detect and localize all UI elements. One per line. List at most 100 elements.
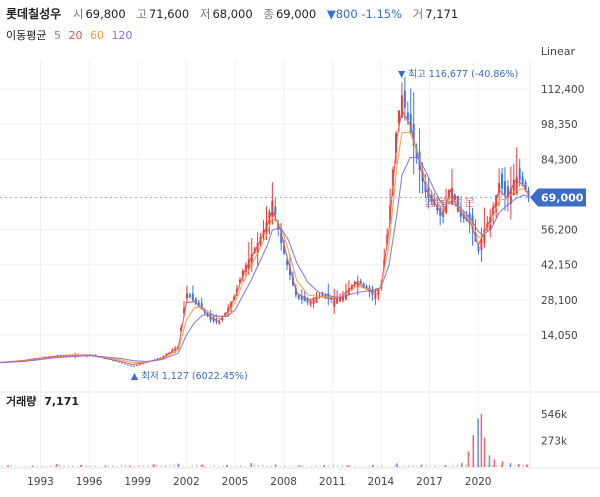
candle-body [309, 300, 312, 305]
volume-bar [527, 464, 529, 467]
candle-body [247, 259, 250, 270]
ma-120-line [0, 156, 529, 364]
volume-bar [301, 465, 304, 467]
x-tick-label: 2005 [222, 476, 249, 488]
low-label: 저 [199, 7, 211, 21]
volume-bar [430, 466, 432, 467]
candle-body [112, 360, 115, 362]
candle-body [127, 364, 130, 366]
volume-bar [354, 465, 357, 467]
candle-body [321, 294, 324, 297]
moving-average-legend[interactable]: 이동평균 5 20 60 120 [6, 28, 136, 44]
candle-body [377, 289, 380, 295]
candle-body [333, 299, 336, 307]
volume-bar [23, 466, 25, 467]
volume-bar [472, 434, 475, 467]
volume-bar [116, 466, 118, 467]
y-tick-label: 14,050 [541, 330, 578, 342]
candle-body [509, 189, 512, 205]
volume-bar [315, 465, 317, 467]
candle-body [238, 279, 241, 283]
candle-body [453, 194, 456, 200]
open-value: 69,800 [85, 7, 126, 21]
x-tick-label: 2017 [416, 476, 443, 488]
watermark-glyph: 분 [464, 195, 475, 209]
watermark-glyph: 본 [436, 195, 447, 209]
candle-body [289, 267, 292, 276]
volume-bar [487, 464, 489, 467]
candle-body [274, 206, 277, 215]
candle-body [138, 364, 141, 366]
volume-bar [1, 465, 3, 467]
volume-bar [328, 465, 330, 467]
volume-bar [72, 465, 74, 467]
candle-body [327, 293, 330, 299]
volume-bar [478, 465, 480, 467]
volume-bar [187, 466, 189, 467]
volume-label: 거 [412, 7, 424, 21]
candle-body [512, 180, 515, 195]
change-value: 800 [335, 7, 358, 21]
candle-body [324, 294, 327, 298]
candle-body [397, 110, 400, 124]
volume-bar [407, 465, 410, 467]
volume-bar [275, 465, 277, 467]
volume-bar [156, 465, 158, 467]
volume-bar [231, 466, 233, 467]
candle-body [415, 148, 418, 159]
volume-bar [63, 465, 65, 467]
ma-60-line [0, 131, 529, 364]
volume-value: 7,171 [425, 7, 459, 21]
volume-bar [310, 466, 312, 467]
x-tick-label: 2020 [465, 476, 492, 488]
volume-bar [147, 465, 149, 467]
candle-body [283, 245, 286, 254]
volume-bar [493, 459, 496, 467]
volume-bar [138, 465, 140, 467]
volume-bar [465, 464, 467, 467]
candle-body [336, 298, 339, 304]
candle-body [515, 176, 518, 194]
candle-body [286, 260, 289, 265]
volume-bar [299, 465, 301, 467]
volume-bar [128, 466, 131, 467]
candle-body [483, 229, 486, 244]
x-tick-label: 2014 [368, 476, 395, 488]
candle-body [303, 296, 306, 302]
candle-body [353, 282, 356, 286]
volume-bar [250, 463, 253, 467]
candle-body [480, 239, 483, 250]
volume-bar [279, 466, 282, 467]
volume-bar [67, 465, 70, 467]
volume-bar [297, 464, 299, 467]
close-label: 종 [263, 7, 274, 21]
candle-body [445, 203, 448, 214]
volume-bar [525, 464, 528, 467]
volume-bar [488, 455, 491, 467]
scale-selector[interactable]: Linear [540, 45, 575, 58]
candle-body [403, 90, 406, 108]
volume-bar [517, 464, 520, 467]
candle-body [300, 296, 303, 300]
ma-legend-label: 이동평균 [6, 29, 47, 42]
volume-bar [201, 464, 204, 467]
volume-bar [460, 465, 463, 467]
volume-bar [347, 465, 350, 467]
max-price-annotation: ▼ 최고 116,677 (-40.86%) [398, 69, 518, 80]
volume-bar [372, 465, 374, 467]
volume-bar [293, 466, 295, 467]
volume-bar [483, 465, 485, 467]
candle-body [427, 185, 430, 198]
volume-bar [31, 465, 34, 467]
current-price-tag [530, 188, 586, 207]
volume-bar [467, 451, 470, 467]
volume-bar [244, 466, 246, 467]
volume-bar [50, 465, 52, 467]
watermark-glyph: 합 [424, 195, 435, 209]
volume-bar [477, 418, 479, 467]
volume-bar [10, 465, 12, 467]
candle-body [374, 292, 377, 299]
volume-bar [81, 464, 83, 467]
volume-bar [160, 465, 162, 467]
